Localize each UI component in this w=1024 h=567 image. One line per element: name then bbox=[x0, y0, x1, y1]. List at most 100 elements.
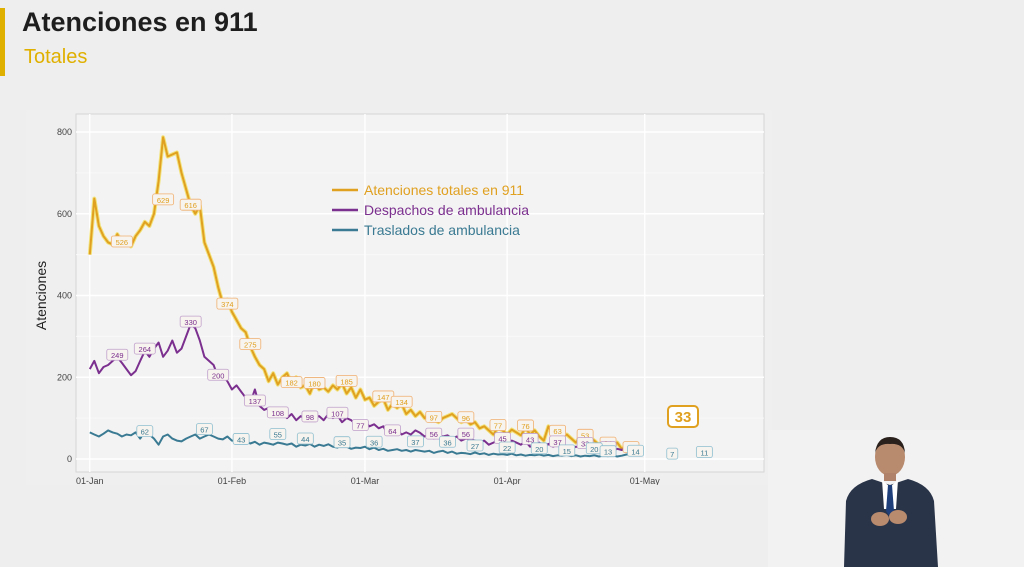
data-label-text: 98 bbox=[306, 413, 314, 422]
data-label-box bbox=[243, 394, 266, 407]
data-label: 63 bbox=[549, 424, 566, 437]
title-accent-bar bbox=[0, 8, 5, 76]
y-axis-title: Atenciones bbox=[33, 261, 49, 330]
interpreter-video bbox=[844, 437, 938, 567]
data-label-text: 20 bbox=[535, 445, 543, 454]
data-label: 97 bbox=[425, 410, 443, 423]
data-label-box bbox=[390, 395, 413, 408]
data-label: 64 bbox=[384, 424, 401, 437]
data-label-text: 13 bbox=[604, 448, 612, 457]
data-label-text: 43 bbox=[237, 435, 245, 444]
data-label-text: 20 bbox=[590, 445, 598, 454]
data-label-text: 249 bbox=[111, 351, 124, 360]
data-label-box bbox=[489, 419, 507, 431]
data-label-box bbox=[466, 439, 484, 452]
interpreter-hair bbox=[875, 437, 905, 453]
data-label-box bbox=[549, 435, 566, 448]
data-label: 27 bbox=[466, 439, 484, 452]
data-label-box bbox=[207, 368, 230, 381]
data-label-text: 33 bbox=[581, 440, 589, 449]
y-tick-label: 800 bbox=[57, 127, 72, 137]
data-label-text: 97 bbox=[430, 413, 438, 422]
data-label-text: 56 bbox=[462, 430, 470, 439]
x-tick-label: 01-May bbox=[630, 476, 661, 485]
data-label-box bbox=[517, 419, 534, 432]
data-label-text: 137 bbox=[249, 397, 262, 406]
data-label-text: 180 bbox=[308, 379, 321, 388]
data-label-box bbox=[351, 419, 369, 431]
data-label: 37 bbox=[549, 435, 566, 448]
data-label-text: 330 bbox=[184, 318, 197, 327]
data-label-text: 45 bbox=[498, 435, 506, 444]
data-label: 43 bbox=[232, 433, 250, 445]
data-label: 526 bbox=[110, 235, 133, 248]
data-label-text: 374 bbox=[221, 300, 234, 309]
data-label: 11 bbox=[695, 446, 713, 458]
data-label-text: 36 bbox=[370, 438, 378, 447]
data-label-box bbox=[179, 315, 202, 328]
data-label-text: 275 bbox=[244, 341, 257, 350]
data-label: 36 bbox=[365, 435, 383, 448]
data-label-box bbox=[457, 411, 475, 424]
callout-value: 33 bbox=[675, 409, 692, 426]
data-label-text: 37 bbox=[553, 438, 561, 447]
data-label: 67 bbox=[196, 423, 213, 436]
data-label-box bbox=[365, 435, 383, 448]
data-label: 616 bbox=[179, 198, 202, 211]
data-label: 108 bbox=[266, 406, 289, 419]
x-tick-label: 01-Apr bbox=[494, 476, 521, 485]
data-label: 77 bbox=[489, 419, 507, 431]
y-tick-label: 0 bbox=[67, 454, 72, 464]
data-label-box bbox=[216, 297, 239, 310]
data-label-text: 134 bbox=[395, 398, 408, 407]
data-label-box bbox=[266, 406, 289, 419]
line-chart: 0 200 400 600 800 01-Jan 01-Feb 01-Mar 01-Apr 01-… bbox=[33, 113, 765, 485]
data-label: 20 bbox=[530, 442, 548, 455]
data-label: 249 bbox=[106, 348, 129, 361]
data-label-text: 77 bbox=[494, 422, 502, 431]
data-label-box bbox=[666, 447, 679, 460]
data-label-text: 185 bbox=[340, 377, 353, 386]
data-label-box bbox=[136, 425, 154, 438]
data-label-text: 182 bbox=[285, 379, 298, 388]
data-label: 13 bbox=[599, 445, 617, 458]
data-label: 36 bbox=[439, 435, 456, 448]
data-label: 200 bbox=[207, 368, 230, 381]
data-label: 77 bbox=[351, 419, 369, 431]
data-label-box bbox=[695, 446, 713, 458]
data-label: 134 bbox=[390, 395, 413, 408]
data-label-box bbox=[110, 235, 133, 248]
data-label-box bbox=[106, 348, 129, 361]
data-label-box bbox=[558, 444, 576, 457]
series-line bbox=[89, 429, 631, 458]
data-label-box bbox=[280, 376, 303, 389]
data-label: 137 bbox=[243, 394, 266, 407]
interpreter-hand-left bbox=[871, 512, 889, 526]
data-label-box bbox=[239, 338, 262, 350]
data-label-box bbox=[296, 432, 314, 445]
series-line bbox=[88, 136, 632, 451]
data-label: 55 bbox=[269, 428, 287, 440]
data-label-text: 27 bbox=[471, 442, 479, 451]
data-label: 98 bbox=[301, 410, 319, 423]
x-tick-label: 01-Feb bbox=[218, 476, 247, 485]
data-label: 45 bbox=[494, 432, 511, 445]
data-label: 374 bbox=[216, 297, 239, 310]
callout: 33 bbox=[667, 405, 699, 428]
legend-entry: Traslados de ambulancia bbox=[364, 222, 520, 238]
axes: 0 200 400 600 800 01-Jan 01-Feb 01-Mar 01-Apr 01-… bbox=[33, 127, 660, 485]
data-label-text: 64 bbox=[388, 427, 396, 436]
data-label: 22 bbox=[498, 441, 516, 454]
data-label: 180 bbox=[303, 377, 326, 389]
data-label-text: 147 bbox=[377, 393, 390, 402]
data-label: 14 bbox=[627, 444, 644, 457]
data-label-text: 15 bbox=[563, 447, 571, 456]
page-title: Atenciones en 911 bbox=[22, 7, 258, 37]
data-label-text: 11 bbox=[700, 449, 708, 458]
data-label-text: 77 bbox=[356, 422, 364, 431]
data-label: 107 bbox=[326, 406, 349, 419]
data-label: 275 bbox=[239, 338, 262, 350]
data-label-box bbox=[333, 436, 351, 449]
data-label-box bbox=[232, 433, 250, 445]
